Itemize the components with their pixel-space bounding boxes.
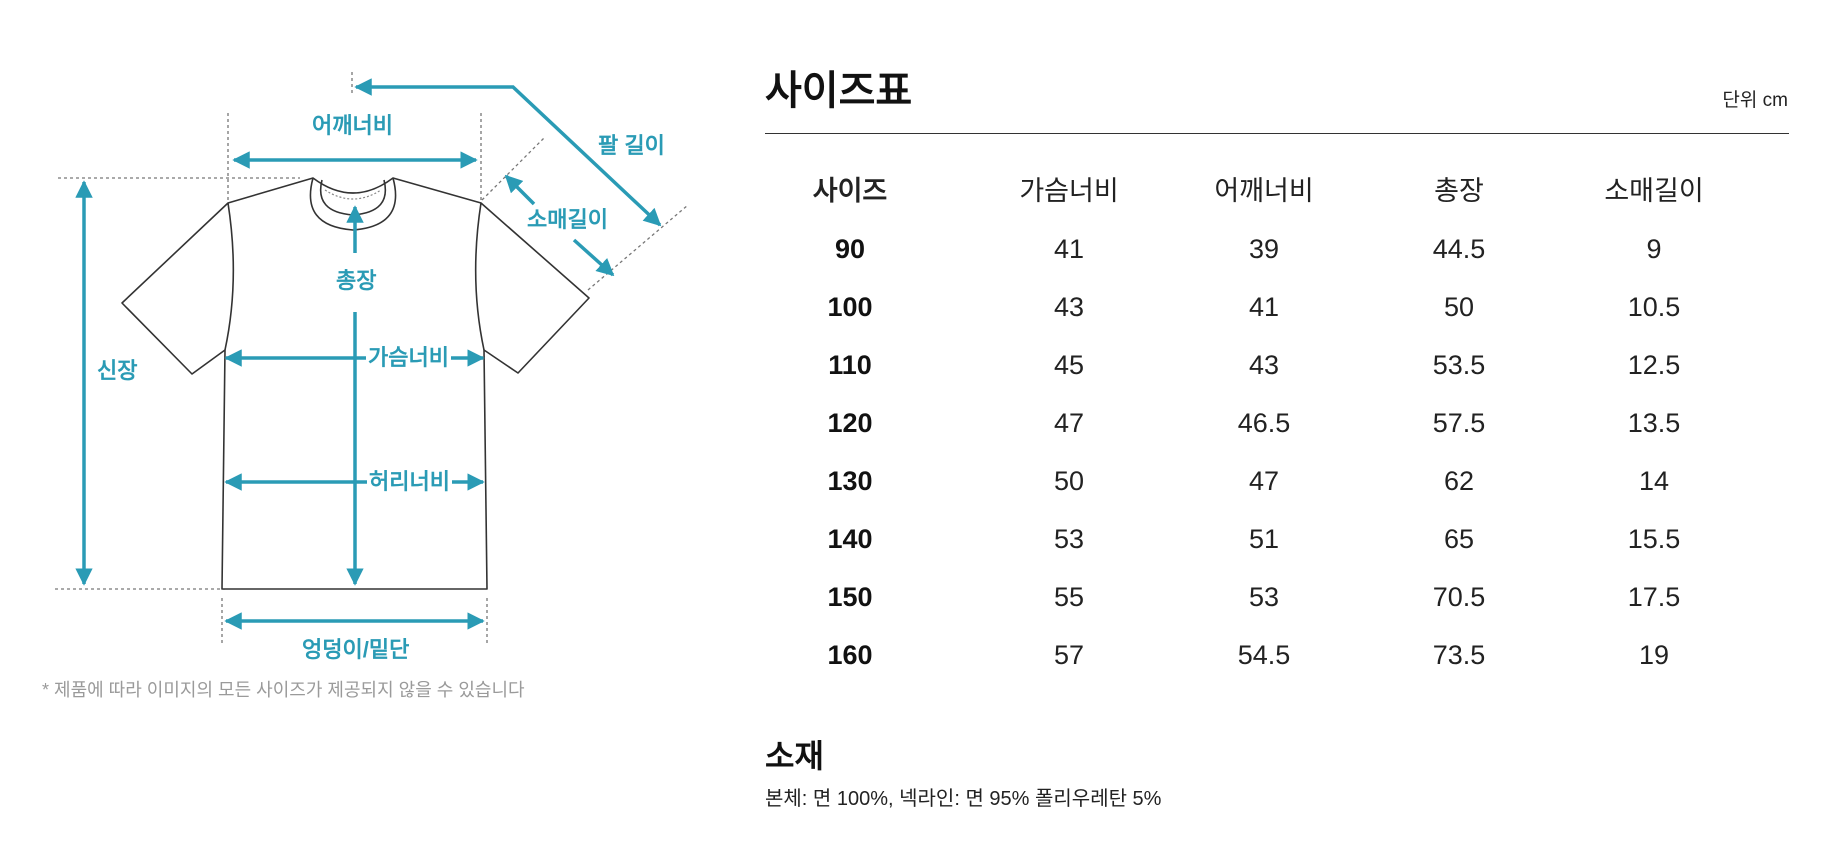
table-cell: 41	[1053, 234, 1085, 264]
table-cell: 9	[1646, 234, 1662, 264]
size-label-cell: 120	[827, 408, 873, 438]
title-divider	[765, 133, 1789, 134]
size-label-cell: 90	[834, 234, 866, 264]
unit-label: 단위 cm	[1722, 90, 1788, 111]
label-arm-length: 팔 길이	[598, 133, 665, 158]
size-label-cell: 130	[827, 466, 873, 496]
table-header-cell: 가슴너비	[1019, 176, 1119, 206]
table-cell: 53.5	[1432, 350, 1486, 380]
table-cell: 70.5	[1432, 582, 1486, 612]
table-cell: 14	[1638, 466, 1670, 496]
tshirt-measurement-diagram: 어깨너비 팔 길이 소매길이 총장 신장 가슴너비 허리너비 엉덩이/밑단 * …	[0, 0, 740, 720]
table-cell: 62	[1443, 466, 1475, 496]
table-cell: 73.5	[1432, 640, 1486, 670]
table-cell: 10.5	[1627, 292, 1681, 322]
table-cell: 54.5	[1237, 640, 1291, 670]
table-cell: 17.5	[1627, 582, 1681, 612]
label-chest-width: 가슴너비	[366, 345, 451, 371]
table-cell: 19	[1638, 640, 1670, 670]
label-height: 신장	[95, 358, 140, 384]
table-cell: 51	[1248, 524, 1280, 554]
table-cell: 53	[1053, 524, 1085, 554]
label-hem-width: 엉덩이/밑단	[300, 637, 412, 663]
size-label-cell: 160	[827, 640, 873, 670]
table-cell: 57.5	[1432, 408, 1486, 438]
table-cell: 41	[1248, 292, 1280, 322]
table-cell: 43	[1248, 350, 1280, 380]
size-table-title: 사이즈표	[765, 69, 913, 113]
table-cell: 46.5	[1237, 408, 1291, 438]
table-cell: 50	[1443, 292, 1475, 322]
table-header-cell: 사이즈	[812, 176, 888, 206]
label-waist-width: 허리너비	[367, 469, 452, 495]
size-label-cell: 140	[827, 524, 873, 554]
table-cell: 47	[1248, 466, 1280, 496]
table-cell: 65	[1443, 524, 1475, 554]
size-label-cell: 110	[828, 350, 872, 380]
size-disclaimer: * 제품에 따라 이미지의 모든 사이즈가 제공되지 않을 수 있습니다	[42, 680, 525, 700]
label-sleeve-length: 소매길이	[525, 207, 610, 233]
label-shoulder-width: 어깨너비	[310, 113, 395, 139]
table-cell: 43	[1053, 292, 1085, 322]
table-cell: 15.5	[1627, 524, 1681, 554]
material-title: 소재	[765, 738, 824, 774]
table-cell: 12.5	[1627, 350, 1681, 380]
table-cell: 53	[1248, 582, 1280, 612]
material-text: 본체: 면 100%, 넥라인: 면 95% 폴리우레탄 5%	[765, 788, 1162, 810]
table-cell: 44.5	[1432, 234, 1486, 264]
table-cell: 45	[1053, 350, 1085, 380]
table-cell: 57	[1053, 640, 1085, 670]
table-cell: 39	[1248, 234, 1280, 264]
table-cell: 50	[1053, 466, 1085, 496]
label-total-length: 총장	[334, 268, 379, 294]
table-header-cell: 소매길이	[1604, 176, 1704, 206]
size-label-cell: 150	[827, 582, 873, 612]
table-cell: 55	[1053, 582, 1085, 612]
table-header-cell: 총장	[1434, 176, 1484, 206]
size-label-cell: 100	[827, 292, 873, 322]
table-cell: 47	[1053, 408, 1085, 438]
table-cell: 13.5	[1627, 408, 1681, 438]
table-header-cell: 어깨너비	[1214, 176, 1314, 206]
tshirt-illustration	[55, 72, 689, 645]
